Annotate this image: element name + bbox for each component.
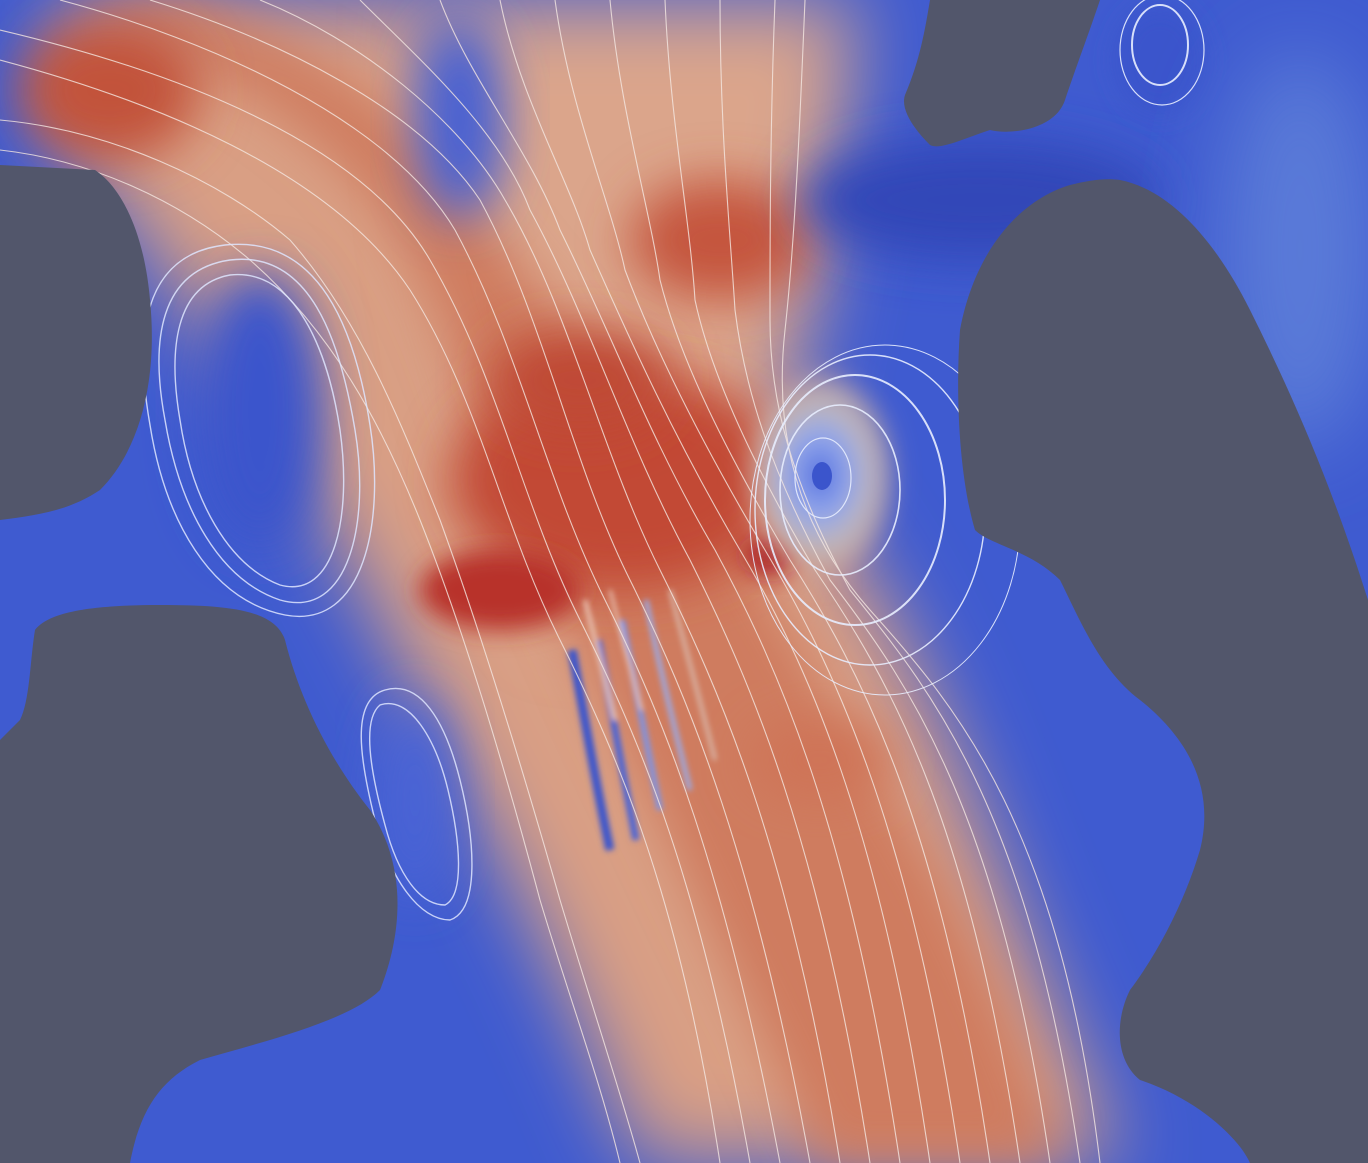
obstacle-left-lower (0, 605, 398, 1163)
obstacle-right (958, 179, 1368, 1163)
obstacle-left-upper (0, 165, 152, 520)
obstacle-top-right (904, 0, 1100, 147)
streamlines (0, 0, 1101, 1163)
